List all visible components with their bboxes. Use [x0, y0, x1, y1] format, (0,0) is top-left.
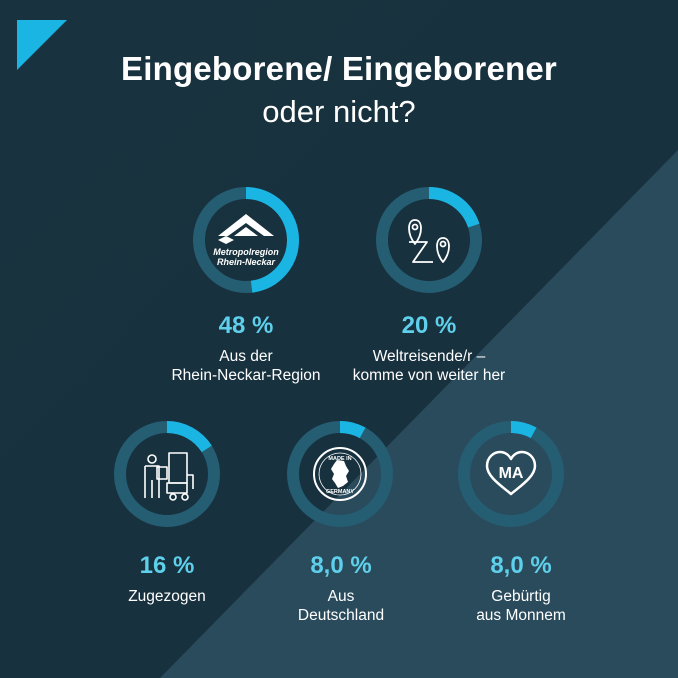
background-light-diagonal	[160, 150, 678, 678]
stat-label-line: Aus	[327, 588, 355, 605]
stat-label-line: Weltreisende/r –	[372, 348, 486, 365]
route-pins-icon	[408, 219, 450, 263]
logo-line1: Metropolregion	[213, 247, 279, 257]
stat-deutschland: 8,0 % Aus Deutschland	[231, 553, 451, 625]
stat-value: 8,0 %	[490, 552, 552, 579]
page-subtitle: oder nicht?	[262, 94, 416, 129]
stat-label-line: aus Monnem	[476, 607, 566, 624]
heart-text: MA	[499, 465, 524, 482]
stat-label: Zugezogen	[57, 587, 277, 606]
donut-value-arc	[376, 187, 482, 293]
page-title: Eingeborene/ Eingeborener	[121, 50, 557, 87]
stamp-bottom-text: GERMANY	[326, 489, 354, 495]
stat-zugezogen: 16 % Zugezogen	[57, 553, 277, 606]
stat-label-line: Gebürtig	[491, 588, 551, 605]
stat-value: 20 %	[401, 312, 457, 339]
stat-label: Aus der Rhein-Neckar-Region	[136, 347, 356, 385]
stat-value: 48 %	[218, 312, 274, 339]
stat-label: Gebürtig aus Monnem	[411, 587, 631, 625]
corner-accent	[17, 20, 67, 70]
donut-value-arc	[193, 187, 299, 293]
stat-value: 16 %	[139, 552, 195, 579]
stat-label-line: Rhein-Neckar-Region	[171, 367, 321, 384]
moving-person-icon	[144, 452, 194, 501]
stat-value: 8,0 %	[310, 552, 372, 579]
stat-weltreisende: 20 % Weltreisende/r – komme von weiter h…	[319, 313, 539, 385]
stat-rhein-neckar: 48 % Aus der Rhein-Neckar-Region	[136, 313, 356, 385]
metropolregion-logo-icon: Metropolregion Rhein-Neckar	[213, 214, 279, 267]
stat-label-line: komme von weiter her	[352, 367, 506, 384]
stat-label-line: Zugezogen	[128, 588, 206, 605]
ma-heart-icon: MA	[485, 450, 537, 496]
logo-line2: Rhein-Neckar	[217, 257, 276, 267]
donut-value-arc	[458, 421, 564, 527]
stat-label: Aus Deutschland	[231, 587, 451, 625]
stat-label-line: Deutschland	[297, 607, 385, 624]
stat-monnem: 8,0 % Gebürtig aus Monnem	[411, 553, 631, 625]
made-in-germany-icon: MADE IN GERMANY	[313, 447, 367, 501]
donut-value-arc	[114, 421, 220, 527]
stamp-top-text: MADE IN	[328, 456, 351, 462]
stat-label: Weltreisende/r – komme von weiter her	[319, 347, 539, 385]
donut-value-arc	[287, 421, 393, 527]
stat-label-line: Aus der	[219, 348, 273, 365]
